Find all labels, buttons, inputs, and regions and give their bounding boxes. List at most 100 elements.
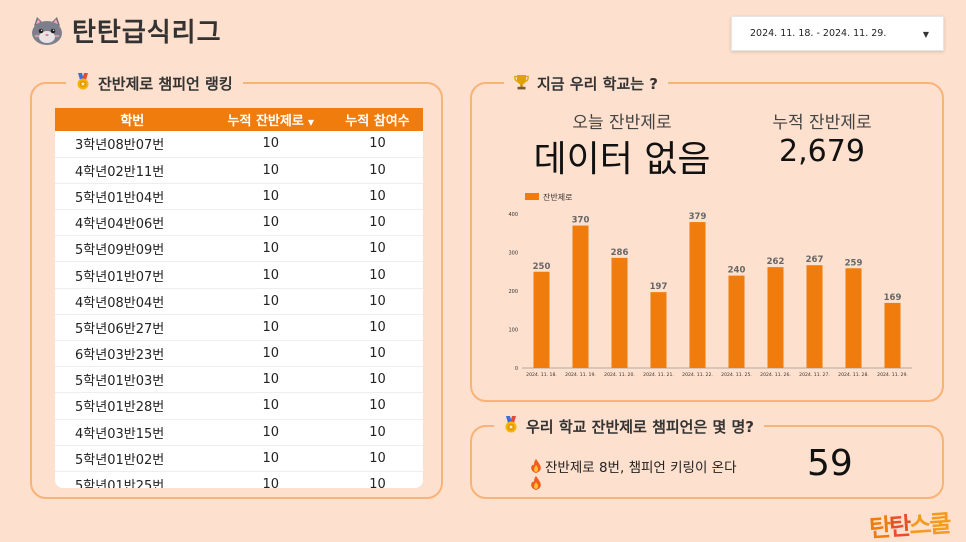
cell-participation: 10 bbox=[331, 340, 423, 368]
cell-participation: 10 bbox=[331, 445, 423, 472]
cell-student-id: 3학년08반07번 bbox=[55, 131, 210, 158]
fire-icon bbox=[530, 476, 542, 490]
cat-logo-icon bbox=[30, 16, 64, 46]
table-row[interactable]: 5학년06반27번 10 10 bbox=[55, 314, 423, 342]
bar[interactable] bbox=[533, 271, 550, 368]
x-tick-label: 2024. 11. 29. bbox=[877, 372, 908, 378]
x-tick-label: 2024. 11. 19. bbox=[565, 372, 596, 378]
x-tick-label: 2024. 11. 18. bbox=[526, 372, 557, 378]
x-tick-label: 2024. 11. 22. bbox=[682, 372, 713, 378]
table-row[interactable]: 5학년09반09번 10 10 bbox=[55, 235, 423, 263]
column-header-student-id[interactable]: 학번 bbox=[55, 108, 210, 131]
cell-participation: 10 bbox=[331, 131, 423, 158]
school-title-text: 지금 우리 학교는 ? bbox=[537, 75, 658, 93]
cell-zero-waste: 10 bbox=[209, 366, 332, 394]
bar[interactable] bbox=[650, 292, 667, 368]
bar-value-label: 267 bbox=[806, 255, 824, 265]
header: 탄탄급식리그 bbox=[30, 12, 222, 49]
cell-zero-waste: 10 bbox=[209, 183, 332, 211]
cell-student-id: 5학년01반25번 bbox=[55, 471, 210, 488]
cell-student-id: 4학년02반11번 bbox=[55, 157, 210, 184]
table-row[interactable]: 4학년03반15번 10 10 bbox=[55, 419, 423, 446]
cell-student-id: 4학년04반06번 bbox=[55, 209, 210, 237]
y-tick-label: 300 bbox=[508, 251, 518, 257]
school-panel-title: 지금 우리 학교는 ? bbox=[504, 73, 668, 94]
y-tick-label: 200 bbox=[508, 289, 518, 295]
y-tick-label: 100 bbox=[508, 328, 518, 334]
bar-value-label: 262 bbox=[767, 257, 785, 267]
bar[interactable] bbox=[884, 302, 901, 368]
bar[interactable] bbox=[572, 225, 589, 368]
cell-participation: 10 bbox=[331, 419, 423, 446]
ranking-panel-title: 잔반제로 챔피언 랭킹 bbox=[66, 73, 243, 94]
cell-zero-waste: 10 bbox=[209, 445, 332, 472]
bar[interactable] bbox=[728, 275, 745, 368]
table-row[interactable]: 5학년01반25번 10 10 bbox=[55, 471, 423, 488]
medal-icon bbox=[76, 73, 90, 94]
date-range-value: 2024. 11. 18. - 2024. 11. 29. bbox=[750, 28, 887, 39]
total-zero-waste-value: 2,679 bbox=[779, 134, 865, 169]
bar[interactable] bbox=[611, 257, 628, 368]
cell-zero-waste: 10 bbox=[209, 419, 332, 446]
champion-panel-title: 우리 학교 잔반제로 챔피언은 몇 명? bbox=[494, 416, 765, 437]
bar-value-label: 250 bbox=[533, 262, 551, 272]
ranking-title-text: 잔반제로 챔피언 랭킹 bbox=[98, 75, 233, 93]
bar[interactable] bbox=[806, 265, 823, 368]
cell-student-id: 6학년03반23번 bbox=[55, 340, 210, 368]
today-zero-waste-label: 오늘 잔반제로 bbox=[572, 113, 672, 133]
cell-zero-waste: 10 bbox=[209, 314, 332, 342]
table-header-row: 학번 누적 잔반제로 ▼ 누적 참여수 bbox=[55, 108, 423, 131]
y-tick-label: 0 bbox=[515, 366, 518, 372]
bar[interactable] bbox=[845, 268, 862, 368]
cell-student-id: 5학년09반09번 bbox=[55, 235, 210, 263]
column-header-zero-waste[interactable]: 누적 잔반제로 ▼ bbox=[209, 108, 332, 131]
cell-participation: 10 bbox=[331, 288, 423, 315]
cell-student-id: 5학년01반03번 bbox=[55, 366, 210, 394]
table-row[interactable]: 5학년01반02번 10 10 bbox=[55, 445, 423, 472]
column-header-participation[interactable]: 누적 참여수 bbox=[331, 108, 423, 131]
x-tick-label: 2024. 11. 26. bbox=[760, 372, 791, 378]
x-tick-label: 2024. 11. 25. bbox=[721, 372, 752, 378]
cell-student-id: 5학년01반28번 bbox=[55, 392, 210, 420]
cell-participation: 10 bbox=[331, 209, 423, 237]
trophy-icon bbox=[514, 74, 529, 94]
table-row[interactable]: 4학년08반04번 10 10 bbox=[55, 288, 423, 315]
table-row[interactable]: 4학년04반06번 10 10 bbox=[55, 209, 423, 237]
table-row[interactable]: 3학년08반07번 10 10 bbox=[55, 131, 423, 158]
cell-student-id: 5학년01반02번 bbox=[55, 445, 210, 472]
legend-label: 잔반제로 bbox=[543, 192, 572, 202]
table-row[interactable]: 6학년03반23번 10 10 bbox=[55, 340, 423, 368]
x-tick-label: 2024. 11. 20. bbox=[604, 372, 635, 378]
bar[interactable] bbox=[767, 267, 784, 368]
bar-value-label: 240 bbox=[728, 266, 746, 276]
cell-zero-waste: 10 bbox=[209, 471, 332, 488]
x-tick-label: 2024. 11. 27. bbox=[799, 372, 830, 378]
cell-participation: 10 bbox=[331, 157, 423, 184]
total-zero-waste-label: 누적 잔반제로 bbox=[772, 113, 872, 133]
bar-value-label: 169 bbox=[884, 293, 902, 303]
bar-value-label: 286 bbox=[611, 248, 629, 258]
table-row[interactable]: 5학년01반07번 10 10 bbox=[55, 261, 423, 289]
bar-value-label: 379 bbox=[689, 212, 707, 222]
table-row[interactable]: 5학년01반04번 10 10 bbox=[55, 183, 423, 211]
x-tick-label: 2024. 11. 21. bbox=[643, 372, 674, 378]
caret-down-icon: ▼ bbox=[922, 30, 929, 39]
table-row[interactable]: 5학년01반28번 10 10 bbox=[55, 392, 423, 420]
cell-student-id: 5학년06반27번 bbox=[55, 314, 210, 342]
bar[interactable] bbox=[689, 222, 706, 368]
cell-zero-waste: 10 bbox=[209, 288, 332, 315]
cell-zero-waste: 10 bbox=[209, 261, 332, 289]
table-row[interactable]: 4학년02반11번 10 10 bbox=[55, 157, 423, 184]
date-range-picker[interactable]: 2024. 11. 18. - 2024. 11. 29. ▼ bbox=[731, 16, 944, 51]
x-tick-label: 2024. 11. 28. bbox=[838, 372, 869, 378]
cell-participation: 10 bbox=[331, 471, 423, 488]
y-tick-label: 400 bbox=[508, 212, 518, 218]
cell-zero-waste: 10 bbox=[209, 209, 332, 237]
cell-participation: 10 bbox=[331, 235, 423, 263]
champion-info-text: 잔반제로 8번, 챔피언 키링이 온다 bbox=[545, 460, 737, 476]
table-row[interactable]: 5학년01반03번 10 10 bbox=[55, 366, 423, 394]
bar-value-label: 259 bbox=[845, 258, 863, 268]
champion-count: 59 bbox=[807, 443, 853, 484]
champion-panel: 우리 학교 잔반제로 챔피언은 몇 명? 잔반제로 8번, 챔피언 키링이 온다… bbox=[470, 416, 944, 499]
medal-icon bbox=[504, 416, 518, 437]
